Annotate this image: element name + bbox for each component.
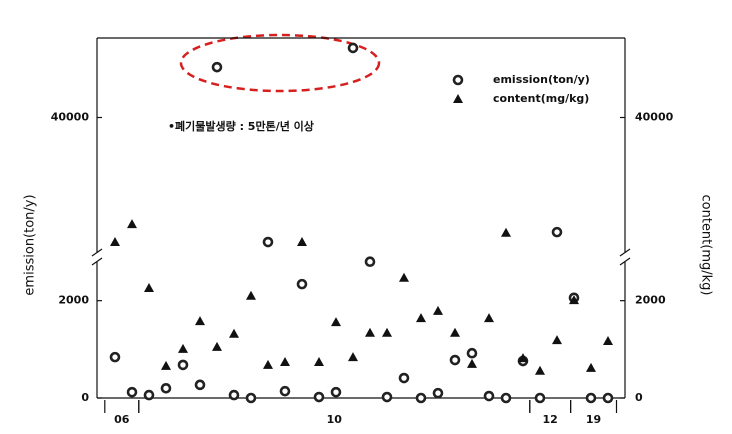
circle-point: [211, 61, 223, 73]
triangle-point: [382, 327, 392, 337]
circle-point: [551, 226, 563, 238]
circle-point: [143, 389, 155, 401]
triangle-point: [348, 352, 358, 362]
circle-point: [347, 42, 359, 54]
triangle-point: [416, 313, 426, 323]
y-tick-label: 2000: [58, 294, 89, 307]
circle-point: [296, 278, 308, 290]
circle-point: [279, 385, 291, 397]
circle-point: [109, 351, 121, 363]
triangle-point: [229, 328, 239, 338]
triangle-point: [331, 317, 341, 327]
triangle-point: [535, 365, 545, 375]
circle-point: [466, 347, 478, 359]
triangle-point: [467, 358, 477, 368]
annotation: •폐기물발생량 : 5만톤/년 이상: [168, 119, 314, 133]
circle-point: [432, 387, 444, 399]
y-axis-title: emission(ton/y): [23, 194, 38, 295]
axis-break: [91, 248, 103, 266]
triangle-point: [314, 356, 324, 366]
triangle-point: [246, 290, 256, 300]
y-tick-label: 0: [81, 391, 89, 404]
circle-point: [500, 392, 512, 404]
triangle-point: [453, 94, 463, 103]
circle-point: [381, 391, 393, 403]
circle-point: [602, 392, 614, 404]
y-tick-label: 40000: [51, 111, 90, 124]
triangle-point: [569, 295, 579, 305]
triangle-point: [280, 356, 290, 366]
x-group-label: 10: [327, 413, 343, 426]
circle-point: [483, 390, 495, 402]
circle-point: [415, 392, 427, 404]
triangle-point: [586, 362, 596, 372]
triangle-point: [552, 335, 562, 345]
circle-point: [534, 392, 546, 404]
triangle-point: [501, 227, 511, 237]
circle-point: [398, 372, 410, 384]
circle-point: [330, 386, 342, 398]
highlight-ellipse: [179, 33, 381, 93]
y2-tick-label: 40000: [635, 111, 674, 124]
triangle-point: [178, 343, 188, 353]
circle-point: [262, 236, 274, 248]
circle-point: [228, 389, 240, 401]
triangle-point: [127, 219, 137, 229]
triangle-point: [603, 336, 613, 346]
circle-point: [452, 74, 464, 86]
circle-point: [245, 392, 257, 404]
circle-point: [313, 391, 325, 403]
triangle-point: [161, 360, 171, 370]
y2-axis-title: content(mg/kg): [699, 195, 714, 296]
triangle-point: [433, 305, 443, 315]
triangle-point: [484, 313, 494, 323]
triangle-point: [450, 327, 460, 337]
triangle-point: [518, 353, 528, 363]
circle-point: [126, 386, 138, 398]
y2-tick-label: 0: [635, 391, 643, 404]
triangle-point: [263, 359, 273, 369]
x-group-label: 19: [586, 413, 601, 426]
circle-point: [194, 379, 206, 391]
triangle-point: [297, 237, 307, 247]
triangle-point: [365, 327, 375, 337]
legend-label: content(mg/kg): [493, 92, 589, 105]
circle-point: [160, 382, 172, 394]
triangle-point: [110, 237, 120, 247]
axis-break: [619, 248, 631, 266]
circle-point: [449, 354, 461, 366]
x-group-label: 12: [543, 413, 558, 426]
triangle-point: [195, 316, 205, 326]
triangle-point: [212, 341, 222, 351]
circle-point: [585, 392, 597, 404]
x-group-label: 06: [114, 413, 130, 426]
y2-tick-label: 2000: [635, 294, 666, 307]
legend-label: emission(ton/y): [493, 73, 590, 86]
circle-point: [177, 359, 189, 371]
triangle-point: [399, 272, 409, 282]
triangle-point: [144, 283, 154, 293]
circle-point: [364, 256, 376, 268]
